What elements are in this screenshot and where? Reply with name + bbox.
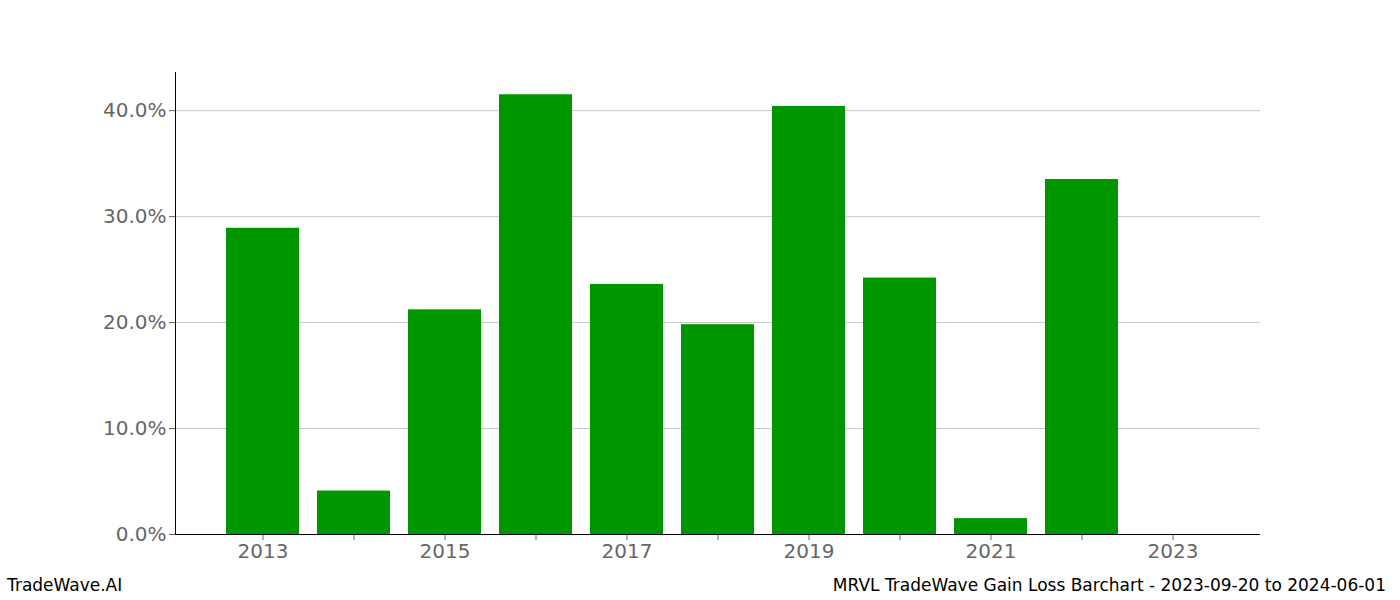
svg-text:2023: 2023 xyxy=(1148,539,1199,563)
svg-text:0.0%: 0.0% xyxy=(116,522,167,546)
svg-text:20.0%: 20.0% xyxy=(103,310,167,334)
html-text:TradeWave.AI: TradeWave.AI xyxy=(7,575,123,595)
html-text:MRVL TradeWave Gain Loss Barch: MRVL TradeWave Gain Loss Barchart - 2023… xyxy=(832,575,1386,595)
svg-text:2019: 2019 xyxy=(784,539,835,563)
svg-text:2013: 2013 xyxy=(238,539,289,563)
svg-text:10.0%: 10.0% xyxy=(103,416,167,440)
svg-text:30.0%: 30.0% xyxy=(103,204,167,228)
svg-text:2021: 2021 xyxy=(966,539,1017,563)
svg-text:2017: 2017 xyxy=(602,539,653,563)
svg-text:40.0%: 40.0% xyxy=(103,98,167,122)
svg-text:2015: 2015 xyxy=(420,539,471,563)
